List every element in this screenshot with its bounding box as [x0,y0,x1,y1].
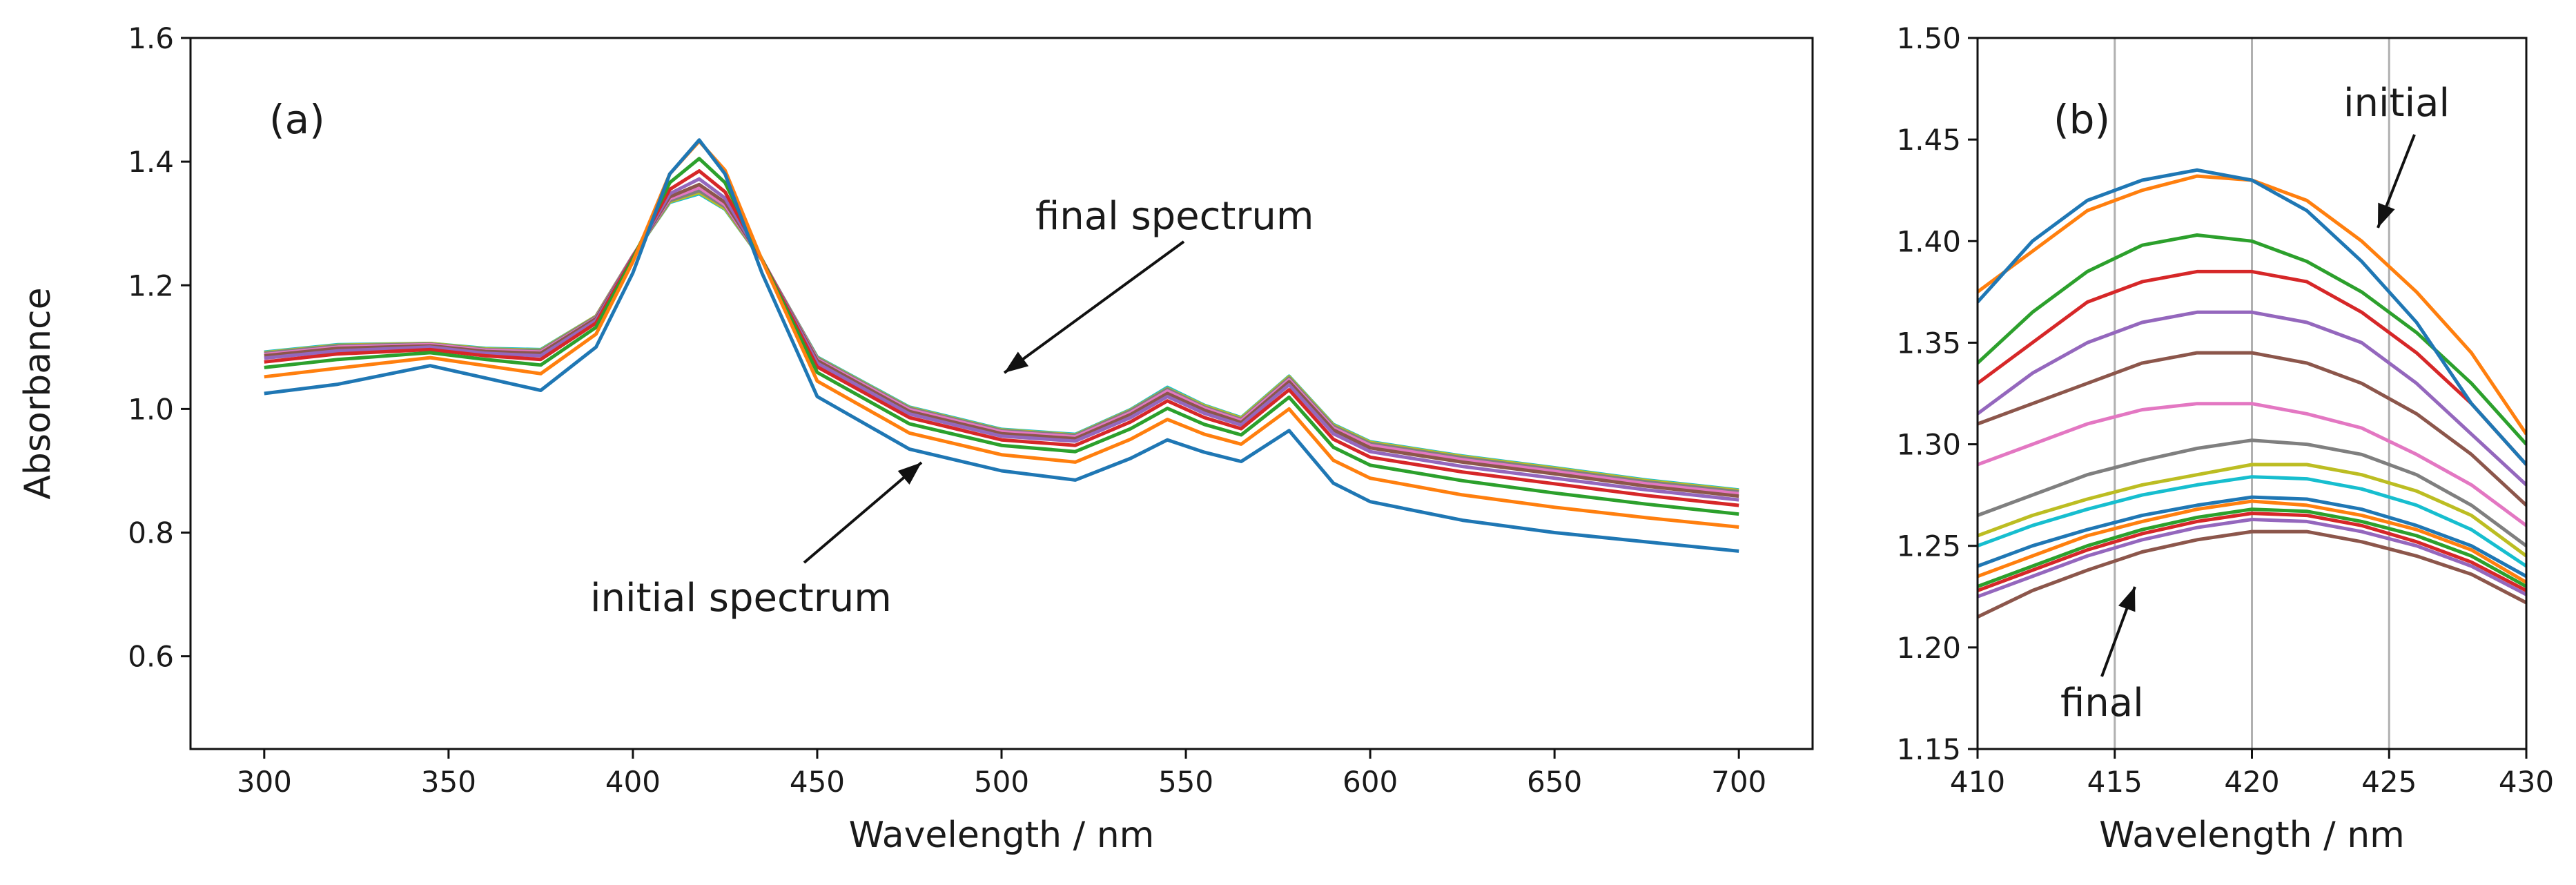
x-tick-label: 410 [1950,765,2005,799]
y-tick-label: 1.50 [1896,21,1961,55]
panel-b-chart: 410 415 420 425 430 1.15 1.20 1.25 1.30 1.35 1.40 1… [1896,21,2554,856]
y-tick-label: 1.15 [1896,732,1961,766]
y-tick-label: 1.6 [128,21,174,55]
arrow-final-spectrum-shaft [1003,240,1185,374]
series-group [1978,168,2526,619]
panel-label: (b) [2053,96,2110,143]
y-tick-label: 1.35 [1896,326,1961,360]
arrow-final-head [2118,587,2136,612]
y-tick-label: 0.6 [128,640,174,674]
y-axis-label: Absorbance [17,287,59,499]
x-tick-label: 650 [1527,765,1582,799]
x-tick-label: 420 [2224,765,2279,799]
x-tick-label: 430 [2499,765,2554,799]
series-line-0 [264,138,1739,553]
series-line-3 [264,169,1739,507]
x-tick-label: 300 [237,765,292,799]
x-tick-label: 425 [2361,765,2417,799]
series-line-5 [1978,351,2526,507]
x-tick-label: 400 [605,765,661,799]
series-line-14 [1978,518,2526,599]
y-tick-label: 1.30 [1896,428,1961,462]
arrow-final-spectrum-head [1004,351,1029,373]
series-line-6 [1978,402,2526,527]
series-line-1 [264,139,1739,529]
annotation-initial: initial [2343,81,2450,126]
series-line-11 [1978,499,2526,584]
series-line-13 [1978,512,2526,592]
series-line-4 [1978,310,2526,487]
series-line-9 [1978,475,2526,568]
x-tick-label: 600 [1343,765,1398,799]
x-axis-label: Wavelength / nm [849,815,1155,856]
y-tick-label: 1.40 [1896,224,1961,258]
x-axis-label: Wavelength / nm [2099,815,2405,856]
annotation-initial-spectrum: initial spectrum [590,576,892,621]
arrow-initial-spectrum-shaft [803,461,923,564]
y-tick-label: 0.8 [128,516,174,550]
x-tick-label: 700 [1711,765,1766,799]
y-tick-label: 1.20 [1896,631,1961,665]
panel-label: (a) [269,96,325,143]
series-line-12 [1978,507,2526,588]
axes-frame [189,37,1814,750]
y-tick-label: 1.25 [1896,529,1961,563]
series-line-4 [264,177,1739,502]
arrow-initial-head [2378,202,2395,228]
x-tick-label: 550 [1158,765,1213,799]
series-line-8 [1978,463,2526,558]
series-line-7 [1978,438,2526,547]
x-tick-label: 415 [2087,765,2143,799]
panel-a-chart: 300 350 400 450 500 550 600 650 700 0.6 0.8 1.0 1.2 1… [17,21,1814,856]
series-line-0 [1978,168,2526,466]
x-tick-label: 500 [974,765,1029,799]
series-line-6 [264,186,1739,496]
series-line-5 [264,182,1739,498]
x-tick-label: 350 [421,765,476,799]
series-group [264,138,1739,553]
y-tick-label: 1.2 [128,269,174,302]
y-tick-label: 1.45 [1896,123,1961,157]
series-line-10 [1978,495,2526,578]
y-tick-label: 1.4 [128,145,174,179]
x-tick-label: 450 [790,765,845,799]
series-line-3 [1978,269,2526,466]
annotation-final-spectrum: final spectrum [1035,194,1314,239]
series-line-2 [264,157,1739,516]
arrow-initial-spectrum-head [897,463,921,485]
annotation-final: final [2060,681,2144,726]
y-tick-label: 1.0 [128,392,174,426]
series-line-15 [1978,529,2526,619]
